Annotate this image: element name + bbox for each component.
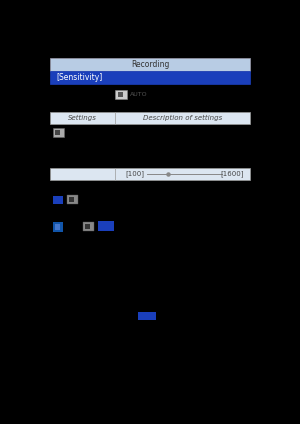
Text: Settings: Settings	[68, 115, 97, 121]
Bar	[53, 196, 63, 204]
Text: [1600]: [1600]	[220, 170, 244, 177]
Bar	[69, 197, 74, 202]
Bar	[55, 224, 60, 230]
Bar	[98, 221, 114, 231]
Text: [Sensitivity]: [Sensitivity]	[56, 73, 102, 82]
Text: [100]: [100]	[125, 170, 145, 177]
Text: AUTO: AUTO	[130, 92, 148, 97]
Bar	[67, 195, 78, 204]
Bar	[53, 222, 63, 232]
Text: Recording: Recording	[131, 60, 169, 69]
Bar	[55, 130, 60, 135]
Bar	[85, 224, 90, 229]
Bar	[50, 71, 250, 84]
Bar	[50, 58, 250, 71]
Bar	[50, 112, 250, 124]
Bar	[83, 222, 94, 231]
Bar	[53, 128, 64, 137]
Text: Description of settings: Description of settings	[143, 115, 222, 121]
Bar	[118, 92, 123, 97]
Bar	[50, 168, 250, 180]
Bar	[115, 90, 127, 99]
Bar	[138, 312, 156, 320]
